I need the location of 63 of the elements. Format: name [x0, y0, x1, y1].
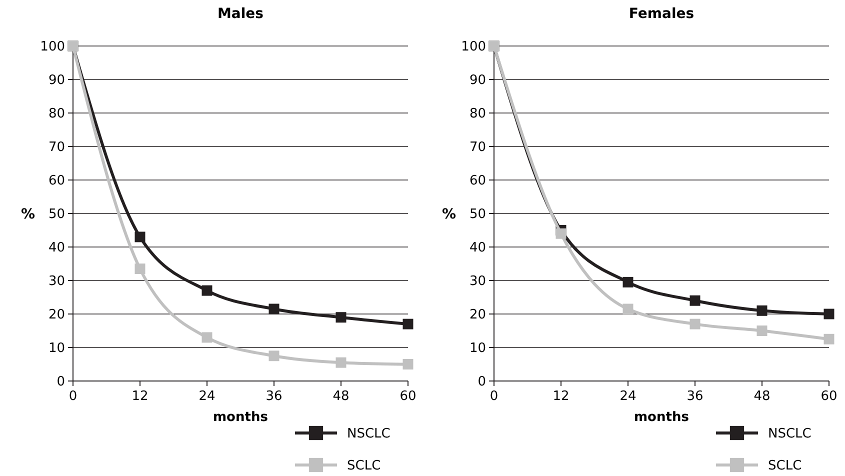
y-axis-title: %: [20, 206, 36, 222]
x-tick-label: 48: [332, 389, 350, 404]
point: [268, 304, 280, 314]
point: [824, 334, 834, 344]
y-tick-label: 30: [469, 274, 486, 290]
point: [202, 332, 212, 343]
x-tick-label: 12: [132, 389, 148, 404]
chart-title: Females: [628, 6, 694, 22]
y-tick-label: 90: [469, 73, 486, 88]
y-tick-label: 0: [56, 374, 65, 390]
point: [756, 305, 768, 316]
legend-label: NSCLC: [768, 426, 812, 442]
chart-title: Males: [217, 6, 264, 22]
y-tick-label: 30: [48, 274, 65, 290]
y-tick-label: 70: [48, 140, 65, 156]
y-tick-label: 0: [478, 374, 486, 390]
x-tick-label: 36: [686, 389, 704, 404]
x-tick-label: 60: [400, 389, 416, 404]
x-tick-label: 48: [754, 389, 770, 404]
y-tick-label: 60: [48, 174, 65, 189]
x-tick-label: 24: [198, 389, 216, 404]
point: [336, 357, 346, 368]
y-tick-label: 20: [48, 308, 65, 323]
legend-label: SCLC: [768, 458, 802, 474]
x-tick-label: 0: [490, 389, 498, 404]
point: [824, 308, 834, 320]
y-tick-label: 10: [48, 341, 65, 356]
point: [336, 312, 346, 323]
y-tick-label: 50: [48, 207, 65, 222]
point: [756, 326, 768, 336]
y-tick-label: 50: [469, 207, 486, 222]
point: [690, 318, 700, 330]
point: [690, 295, 700, 306]
y-tick-label: 40: [48, 240, 65, 256]
point: [202, 285, 212, 296]
x-tick-label: 36: [266, 389, 282, 404]
y-tick-label: 100: [40, 40, 65, 55]
point: [134, 232, 146, 242]
point: [402, 318, 414, 330]
x-tick-label: 12: [552, 389, 570, 404]
point: [402, 359, 414, 370]
y-tick-label: 80: [469, 106, 486, 122]
point: [622, 304, 634, 314]
x-tick-label: 60: [820, 389, 838, 404]
y-tick-label: 80: [48, 106, 65, 122]
x-axis-title: months: [634, 410, 690, 425]
point: [134, 264, 146, 274]
y-tick-label: 60: [469, 174, 486, 189]
y-tick-label: 90: [48, 73, 65, 88]
point: [268, 350, 280, 362]
x-tick-label: 24: [620, 389, 636, 404]
x-axis-title: months: [213, 410, 268, 425]
point: [622, 276, 634, 288]
legend-label: SCLC: [347, 458, 381, 474]
legend-label: NSCLC: [347, 426, 390, 442]
y-tick-label: 70: [469, 140, 486, 156]
y-axis-title: %: [442, 206, 456, 222]
y-tick-label: 100: [461, 40, 486, 55]
point: [556, 228, 566, 239]
y-tick-label: 20: [469, 308, 486, 323]
y-tick-label: 10: [469, 341, 486, 356]
x-tick-label: 0: [68, 389, 78, 404]
y-tick-label: 40: [469, 240, 486, 256]
